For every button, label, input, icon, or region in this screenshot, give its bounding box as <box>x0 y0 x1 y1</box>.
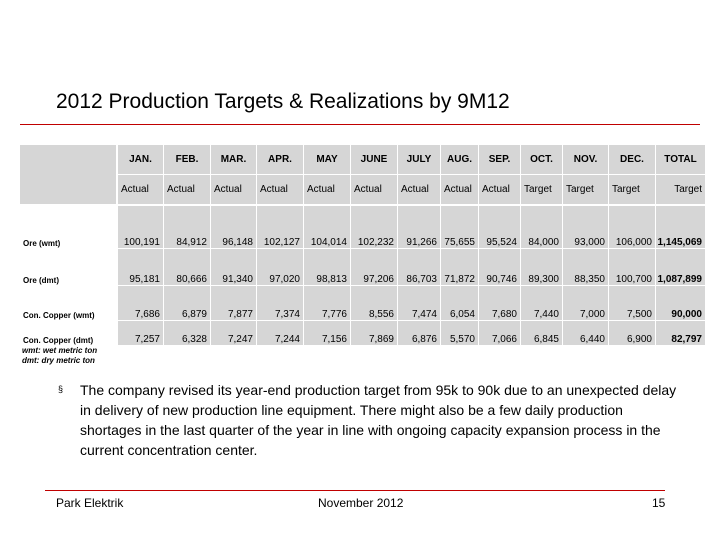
value-cell: 7,686 <box>118 286 163 320</box>
value-cell: 7,066 <box>479 321 520 345</box>
column-subheader: Actual <box>118 175 163 204</box>
column-subheader: Actual <box>479 175 520 204</box>
column-subheader: Target <box>563 175 608 204</box>
value-cell: 80,666 <box>164 249 210 285</box>
value-cell: 6,440 <box>563 321 608 345</box>
column-header: MAR. <box>211 145 256 174</box>
rule <box>20 124 700 125</box>
value-cell: 100,191 <box>118 206 163 248</box>
note: wmt: wet metric ton <box>22 346 98 355</box>
footer-rule <box>45 490 665 491</box>
value-cell: 7,500 <box>609 286 655 320</box>
column-header: AUG. <box>441 145 478 174</box>
value-cell: 89,300 <box>521 249 562 285</box>
footer-date: November 2012 <box>318 496 404 510</box>
value-cell: 75,655 <box>441 206 478 248</box>
column-subheader: Target <box>656 175 705 204</box>
column-header: MAY <box>304 145 350 174</box>
value-cell: 6,328 <box>164 321 210 345</box>
value-cell: 6,845 <box>521 321 562 345</box>
value-cell: 97,020 <box>257 249 303 285</box>
value-cell: 7,869 <box>351 321 397 345</box>
column-header: DEC. <box>609 145 655 174</box>
value-cell: 93,000 <box>563 206 608 248</box>
row-label: Ore (dmt) <box>20 249 116 285</box>
bullet-mark: § <box>58 384 64 394</box>
value-cell: 88,350 <box>563 249 608 285</box>
column-header: TOTAL <box>656 145 705 174</box>
value-cell: 95,181 <box>118 249 163 285</box>
value-cell: 106,000 <box>609 206 655 248</box>
column-subheader: Actual <box>164 175 210 204</box>
value-cell: 102,232 <box>351 206 397 248</box>
column-subheader: Target <box>609 175 655 204</box>
column-header: JUNE <box>351 145 397 174</box>
value-cell: 1,145,069 <box>656 206 705 248</box>
value-cell: 86,703 <box>398 249 440 285</box>
value-cell: 6,876 <box>398 321 440 345</box>
value-cell: 82,797 <box>656 321 705 345</box>
column-subheader: Actual <box>441 175 478 204</box>
value-cell: 98,813 <box>304 249 350 285</box>
value-cell: 7,374 <box>257 286 303 320</box>
bullet-text: The company revised its year-end product… <box>80 382 677 458</box>
row-label: Ore (wmt) <box>20 206 116 248</box>
value-cell: 95,524 <box>479 206 520 248</box>
value-cell: 90,746 <box>479 249 520 285</box>
column-header: NOV. <box>563 145 608 174</box>
value-cell: 6,879 <box>164 286 210 320</box>
value-cell: 7,244 <box>257 321 303 345</box>
value-cell: 7,000 <box>563 286 608 320</box>
value-cell: 91,266 <box>398 206 440 248</box>
column-header: FEB. <box>164 145 210 174</box>
value-cell: 91,340 <box>211 249 256 285</box>
column-header: SEP. <box>479 145 520 174</box>
note: dmt: dry metric ton <box>22 356 95 365</box>
row-label: Con. Copper (wmt) <box>20 286 116 320</box>
value-cell: 6,054 <box>441 286 478 320</box>
column-subheader: Actual <box>398 175 440 204</box>
column-subheader: Actual <box>257 175 303 204</box>
value-cell: 84,912 <box>164 206 210 248</box>
column-header: APR. <box>257 145 303 174</box>
value-cell: 97,206 <box>351 249 397 285</box>
value-cell: 7,877 <box>211 286 256 320</box>
value-cell: 7,776 <box>304 286 350 320</box>
value-cell: 100,700 <box>609 249 655 285</box>
value-cell: 7,257 <box>118 321 163 345</box>
page-number: 15 <box>652 496 666 510</box>
column-subheader: Actual <box>304 175 350 204</box>
value-cell: 102,127 <box>257 206 303 248</box>
value-cell: 7,247 <box>211 321 256 345</box>
value-cell: 1,087,899 <box>656 249 705 285</box>
corner <box>20 145 116 204</box>
column-header: JAN. <box>118 145 163 174</box>
value-cell: 7,474 <box>398 286 440 320</box>
value-cell: 90,000 <box>656 286 705 320</box>
value-cell: 96,148 <box>211 206 256 248</box>
title: 2012 Production Targets & Realizations b… <box>56 90 510 113</box>
value-cell: 7,440 <box>521 286 562 320</box>
value-cell: 7,156 <box>304 321 350 345</box>
column-header: OCT. <box>521 145 562 174</box>
column-subheader: Actual <box>211 175 256 204</box>
value-cell: 104,014 <box>304 206 350 248</box>
footer-left: Park Elektrik <box>56 496 124 510</box>
column-subheader: Actual <box>351 175 397 204</box>
value-cell: 71,872 <box>441 249 478 285</box>
value-cell: 6,900 <box>609 321 655 345</box>
value-cell: 5,570 <box>441 321 478 345</box>
row-label: Con. Copper (dmt) <box>20 321 116 345</box>
value-cell: 7,680 <box>479 286 520 320</box>
column-subheader: Target <box>521 175 562 204</box>
column-header: JULY <box>398 145 440 174</box>
value-cell: 8,556 <box>351 286 397 320</box>
value-cell: 84,000 <box>521 206 562 248</box>
